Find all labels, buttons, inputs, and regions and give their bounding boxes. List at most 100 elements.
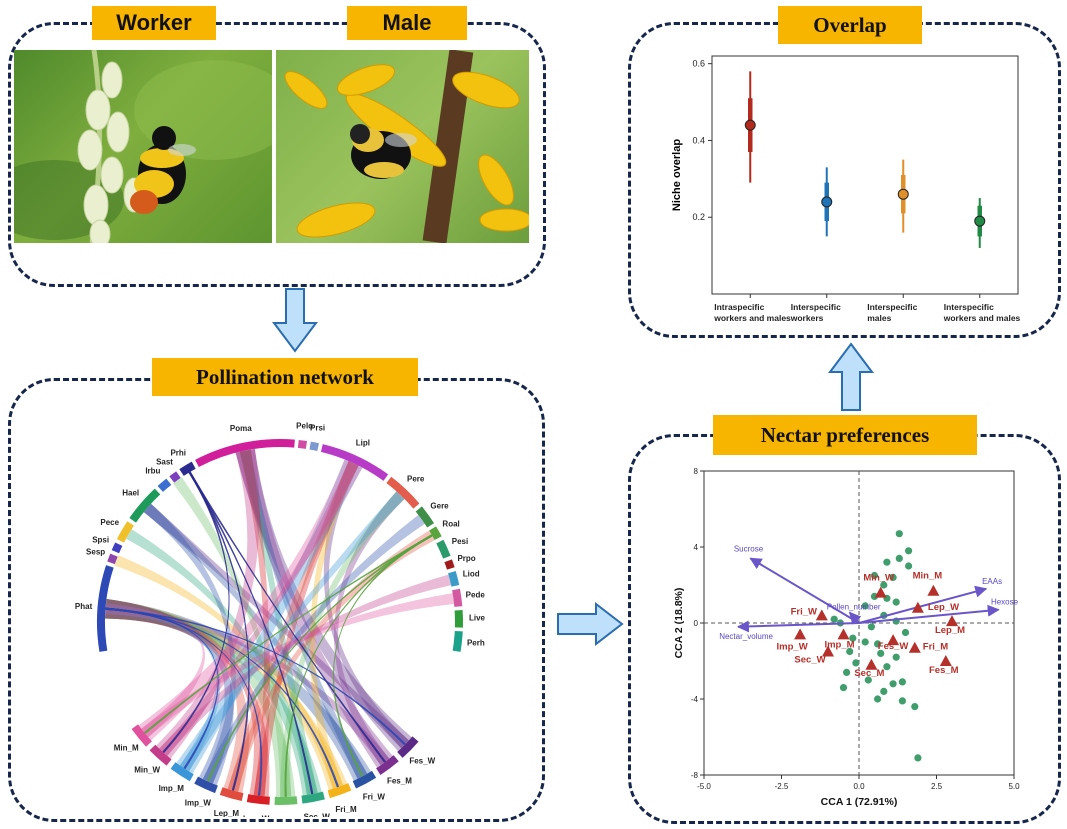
cca-group-label: Min_W bbox=[863, 573, 894, 584]
bee-label: Imp_M bbox=[159, 784, 185, 793]
cca-xtick-label: -5.0 bbox=[697, 782, 711, 791]
plant-label: Prpo bbox=[457, 554, 475, 563]
cca-group-label: Sec_W bbox=[794, 655, 825, 666]
cca-site-point bbox=[911, 703, 919, 711]
chord-ribbon bbox=[143, 503, 409, 749]
cca-site-point bbox=[905, 562, 913, 570]
cca-group-triangle bbox=[837, 628, 850, 640]
chord-ribbon bbox=[105, 598, 270, 797]
plant-label: Liod bbox=[463, 570, 480, 579]
cca-ytick-label: -4 bbox=[691, 695, 699, 704]
overlap-mean-point bbox=[974, 215, 986, 227]
cca-group-label: Fri_M bbox=[923, 642, 948, 653]
cca-group-triangle bbox=[815, 609, 828, 621]
cca-variable-label: Pollen_number bbox=[827, 603, 881, 612]
cca-group-triangle bbox=[794, 628, 807, 640]
cca-variable-label: Sucrose bbox=[734, 544, 764, 553]
plant-arc-gere bbox=[415, 506, 434, 528]
overlap-mean-point bbox=[744, 119, 756, 131]
chord-ribbon bbox=[179, 491, 405, 772]
chord-ribbon bbox=[227, 461, 359, 792]
cca-ytick-label: -8 bbox=[691, 771, 699, 780]
bee-label: Lep_W bbox=[243, 815, 270, 817]
cca-site-point bbox=[861, 602, 869, 610]
plant-arc-prsi bbox=[309, 441, 320, 452]
cca-group-triangle bbox=[822, 645, 834, 657]
male-bee-photo bbox=[276, 50, 529, 243]
cca-site-point bbox=[861, 638, 869, 646]
cca-site-point bbox=[867, 623, 875, 631]
overlap-xtick-label: workers and males bbox=[713, 313, 791, 323]
bee-label: Lep_M bbox=[214, 809, 240, 817]
cca-group-triangle bbox=[927, 584, 940, 596]
chord-ribbon bbox=[239, 449, 318, 795]
cca-site-point bbox=[889, 680, 897, 688]
cca-site-point bbox=[870, 592, 879, 600]
plant-arc-pere bbox=[386, 476, 420, 509]
plant-arc-spsi bbox=[111, 542, 123, 554]
cca-site-point bbox=[889, 573, 897, 581]
cca-xlabel: CCA 1 (72.91%) bbox=[821, 796, 898, 808]
plant-label: Prhi bbox=[170, 448, 186, 457]
cca-variable-arrow bbox=[736, 620, 860, 633]
overlap-xtick-label: Interspecific bbox=[944, 302, 994, 312]
cca-group-triangle bbox=[908, 641, 921, 653]
plant-label: Pesi bbox=[452, 537, 468, 546]
cca-group-label: Sec_M bbox=[854, 668, 884, 679]
overlap-ylabel: Niche overlap bbox=[671, 139, 683, 211]
plant-arc-phat bbox=[97, 565, 114, 652]
cca-site-point bbox=[898, 678, 906, 686]
worker-label: Worker bbox=[92, 6, 216, 40]
chord-ribbon bbox=[105, 598, 250, 793]
bee-arc-min-w bbox=[149, 744, 172, 766]
overlap-xtick-label: Interspecific bbox=[791, 302, 841, 312]
bee-arc-sec-m bbox=[274, 796, 298, 805]
cca-site-point bbox=[852, 659, 860, 667]
cca-site-point bbox=[830, 615, 838, 623]
plant-arc-pesi bbox=[436, 539, 451, 559]
pollination-network-title: Pollination network bbox=[152, 358, 418, 396]
chord-ribbon bbox=[333, 491, 405, 766]
cca-variable-arrow bbox=[858, 585, 988, 624]
male-label: Male bbox=[347, 6, 467, 40]
bee-label: Sec_M bbox=[274, 816, 300, 817]
plant-label: Pere bbox=[407, 474, 425, 483]
bee-label: Sec_W bbox=[304, 813, 331, 817]
bee-arc-fes-w bbox=[397, 736, 419, 758]
cca-group-label: Fes_M bbox=[929, 665, 959, 676]
cca-variable-label: Hexose bbox=[991, 598, 1019, 607]
overlap-plot-frame bbox=[711, 55, 1019, 295]
bee-arc-sec-w bbox=[301, 791, 325, 804]
chord-ribbon bbox=[105, 598, 371, 781]
cca-group-triangle bbox=[874, 586, 887, 598]
cca-ytick-label: 4 bbox=[694, 543, 699, 552]
chord-ribbon bbox=[105, 598, 296, 797]
plant-arc-prpo bbox=[444, 559, 455, 570]
cca-site-point bbox=[880, 687, 888, 695]
overlap-xtick-label: workers bbox=[790, 313, 824, 323]
plant-label: Spsi bbox=[92, 536, 109, 545]
bee-label: Min_W bbox=[134, 765, 160, 774]
arrow-up-icon bbox=[828, 342, 874, 411]
chord-ribbon bbox=[159, 461, 359, 756]
plant-label: Gere bbox=[430, 502, 449, 511]
bee-photos-panel bbox=[8, 22, 546, 287]
overlap-ytick-label: 0.2 bbox=[692, 212, 705, 222]
plant-label: Perh bbox=[467, 638, 485, 647]
cca-group-label: Imp_M bbox=[824, 639, 854, 650]
plant-label: Irbu bbox=[145, 467, 160, 476]
plant-arc-irbu bbox=[157, 478, 172, 492]
plant-arc-pede bbox=[452, 588, 463, 607]
overlap-ytick-label: 0.4 bbox=[692, 135, 705, 145]
bee-arc-fes-m bbox=[376, 755, 399, 775]
cca-group-label: Lep_W bbox=[928, 602, 959, 613]
bee-arc-imp-m bbox=[170, 762, 194, 782]
bee-label: Fes_M bbox=[387, 776, 412, 785]
cca-group-triangle bbox=[911, 601, 924, 613]
plant-label: Sesp bbox=[86, 548, 105, 557]
chord-ribbon bbox=[239, 449, 270, 797]
cca-group-triangle bbox=[865, 658, 878, 670]
plant-arc-roal bbox=[429, 526, 442, 541]
cca-site-point bbox=[892, 598, 900, 606]
chord-ribbon bbox=[173, 477, 292, 797]
